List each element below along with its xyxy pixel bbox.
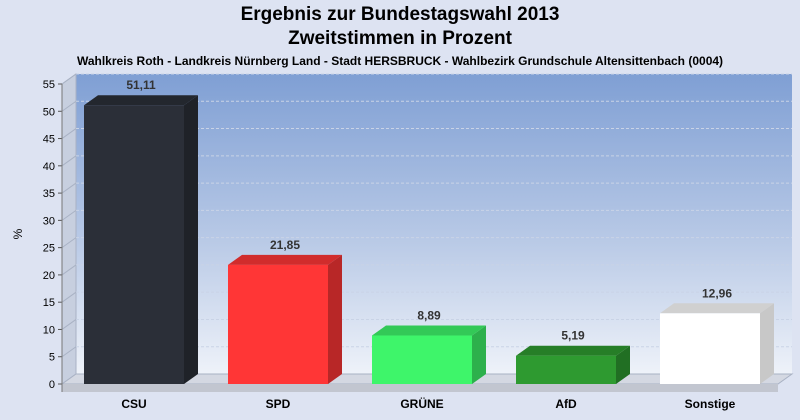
bar-side-face [616,345,630,384]
bar-side-face [184,95,198,384]
bar-value-label: 8,89 [417,309,441,323]
bar-side-face [472,325,486,384]
x-category-label: SPD [266,397,291,411]
y-tick-label: 45 [43,134,55,146]
y-tick-label: 40 [43,161,55,173]
gridline-side [61,182,77,194]
gridline-side [61,346,77,358]
bar-sonstige [660,303,774,384]
x-category-label: Sonstige [685,397,736,411]
gridline-side [61,209,77,221]
x-category-label: CSU [121,397,146,411]
plot-floor-front [62,384,778,392]
bar-front-face [660,313,760,384]
bar-top-face [228,254,342,265]
y-tick-label: 50 [43,106,55,118]
gridline-side [61,319,77,330]
y-tick-label: 35 [43,188,55,200]
gridline-side [61,291,77,303]
bar-value-label: 5,19 [561,329,585,343]
bar-top-face [660,303,774,314]
y-tick-label: 10 [43,324,55,336]
chart-title-line2: Zweitstimmen in Prozent [288,28,512,49]
bar-afd [516,345,630,384]
chart-subtitle: Wahlkreis Roth - Landkreis Nürnberg Land… [76,54,724,68]
bar-value-label: 12,96 [702,286,732,300]
bar-value-label: 51,11 [126,78,156,92]
bar-front-face [228,264,328,384]
bar-top-face [516,345,630,356]
bar-front-face [516,355,616,384]
gridline-side [61,100,77,112]
y-tick-label: 15 [43,297,55,309]
x-category-label: GRÜNE [400,396,443,411]
bar-grüne [372,325,486,384]
bar-csu [84,95,198,384]
plot-side-wall [61,73,77,385]
bar-front-face [84,105,184,384]
bar-side-face [760,303,774,384]
chart-titles: Ergebnis zur Bundestagswahl 2013 Zweitst… [0,0,800,68]
gridline-side [61,237,77,249]
gridline-side [61,155,77,167]
y-tick-label: 55 [43,79,55,91]
gridline-side [61,264,77,276]
bar-top-face [372,325,486,336]
bar-top-face [84,95,198,106]
chart-title-line1: Ergebnis zur Bundestagswahl 2013 [240,4,560,25]
y-tick-label: 20 [43,270,55,282]
y-tick-label: 25 [43,243,55,255]
y-tick-label: 30 [43,215,55,227]
x-category-label: AfD [555,397,577,411]
y-tick-label: 0 [49,379,55,391]
gridline-side [61,73,77,85]
y-axis-label: % [11,228,25,239]
bar-spd [228,254,342,384]
gridline-side [61,128,77,139]
bar-side-face [328,254,342,384]
bar-front-face [372,335,472,384]
y-tick-label: 5 [49,352,55,364]
bar-value-label: 21,85 [270,238,300,252]
